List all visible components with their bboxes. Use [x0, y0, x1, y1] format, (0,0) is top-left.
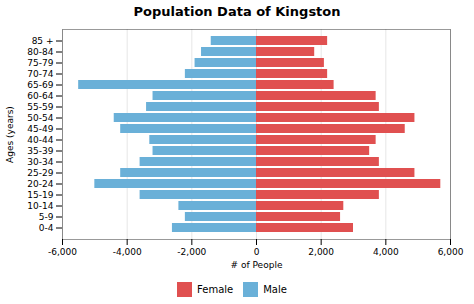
svg-text:15-19: 15-19 — [27, 190, 53, 200]
svg-text:80-84: 80-84 — [27, 47, 53, 57]
svg-text:-6,000: -6,000 — [48, 247, 77, 257]
svg-text:10-14: 10-14 — [27, 201, 53, 211]
svg-text:20-24: 20-24 — [27, 179, 53, 189]
html-text:Female: Female — [197, 284, 234, 295]
svg-text:Ages (years): Ages (years) — [5, 106, 15, 163]
svg-text:30-34: 30-34 — [27, 157, 53, 167]
svg-text:-4,000: -4,000 — [113, 247, 142, 257]
svg-text:0: 0 — [254, 247, 260, 257]
svg-text:25-29: 25-29 — [27, 168, 53, 178]
svg-text:45-49: 45-49 — [27, 124, 53, 134]
html-text:Male: Male — [263, 284, 287, 295]
svg-text:65-69: 65-69 — [27, 80, 53, 90]
svg-text:2,000: 2,000 — [308, 247, 334, 257]
svg-text:85 +: 85 + — [32, 36, 54, 46]
svg-text:55-59: 55-59 — [27, 102, 53, 112]
html-text:Population Data of Kingston: Population Data of Kingston — [133, 4, 341, 19]
svg-text:40-44: 40-44 — [27, 135, 53, 145]
svg-text:-2,000: -2,000 — [177, 247, 206, 257]
svg-text:4,000: 4,000 — [373, 247, 399, 257]
svg-text:60-64: 60-64 — [27, 91, 53, 101]
svg-text:70-74: 70-74 — [27, 69, 53, 79]
svg-text:50-54: 50-54 — [27, 113, 53, 123]
svg-text:75-79: 75-79 — [27, 58, 53, 68]
svg-text:6,000: 6,000 — [438, 247, 464, 257]
svg-text:# of People: # of People — [231, 260, 283, 270]
svg-text:0-4: 0-4 — [39, 223, 54, 233]
svg-text:35-39: 35-39 — [27, 146, 53, 156]
svg-text:5-9: 5-9 — [39, 212, 54, 222]
